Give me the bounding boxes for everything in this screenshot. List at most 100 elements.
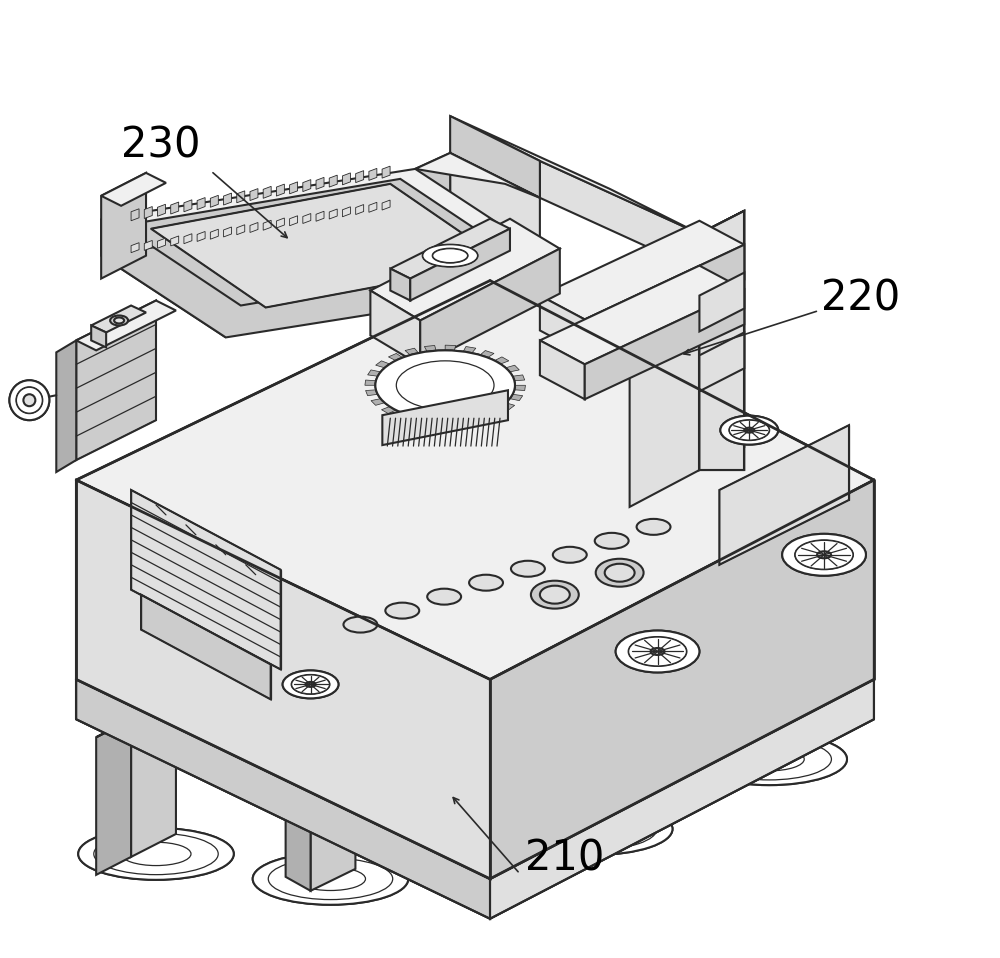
- Polygon shape: [630, 234, 699, 507]
- Ellipse shape: [396, 361, 494, 410]
- Polygon shape: [410, 229, 510, 301]
- Ellipse shape: [729, 421, 769, 440]
- Polygon shape: [151, 184, 505, 308]
- Polygon shape: [157, 239, 165, 248]
- Polygon shape: [316, 212, 324, 221]
- Ellipse shape: [78, 828, 234, 879]
- Polygon shape: [480, 351, 494, 357]
- Polygon shape: [390, 218, 510, 279]
- Polygon shape: [585, 244, 744, 354]
- Polygon shape: [514, 385, 525, 391]
- Polygon shape: [699, 273, 744, 331]
- Polygon shape: [369, 169, 377, 180]
- Polygon shape: [342, 172, 350, 185]
- Polygon shape: [550, 731, 595, 831]
- Ellipse shape: [343, 617, 377, 632]
- Polygon shape: [224, 194, 232, 205]
- Polygon shape: [382, 200, 390, 210]
- Polygon shape: [435, 420, 445, 425]
- Ellipse shape: [268, 858, 393, 900]
- Polygon shape: [121, 179, 520, 306]
- Ellipse shape: [295, 867, 365, 891]
- Polygon shape: [101, 218, 226, 337]
- Ellipse shape: [795, 540, 853, 569]
- Polygon shape: [76, 301, 176, 351]
- Text: 210: 210: [525, 838, 604, 879]
- Polygon shape: [197, 197, 205, 210]
- Ellipse shape: [121, 842, 191, 866]
- Polygon shape: [370, 218, 560, 321]
- Ellipse shape: [605, 563, 635, 582]
- Ellipse shape: [540, 585, 570, 604]
- Polygon shape: [76, 679, 490, 919]
- Polygon shape: [329, 209, 337, 219]
- Ellipse shape: [114, 317, 124, 324]
- Polygon shape: [490, 679, 874, 919]
- Ellipse shape: [734, 747, 804, 771]
- Polygon shape: [356, 171, 364, 183]
- Polygon shape: [144, 240, 152, 250]
- Ellipse shape: [817, 551, 831, 559]
- Polygon shape: [376, 361, 390, 368]
- Ellipse shape: [560, 817, 630, 841]
- Ellipse shape: [596, 559, 644, 586]
- Ellipse shape: [616, 630, 699, 673]
- Ellipse shape: [707, 739, 831, 780]
- Polygon shape: [694, 670, 724, 766]
- Ellipse shape: [720, 416, 778, 445]
- Polygon shape: [370, 290, 420, 365]
- Polygon shape: [329, 175, 337, 187]
- Polygon shape: [415, 153, 450, 266]
- Ellipse shape: [533, 809, 657, 850]
- Ellipse shape: [110, 315, 128, 326]
- Polygon shape: [184, 234, 192, 243]
- Polygon shape: [131, 209, 139, 220]
- Polygon shape: [381, 406, 396, 414]
- Polygon shape: [506, 365, 519, 372]
- Ellipse shape: [94, 833, 218, 875]
- Polygon shape: [540, 340, 585, 399]
- Ellipse shape: [517, 803, 672, 855]
- Polygon shape: [540, 161, 699, 270]
- Ellipse shape: [423, 244, 478, 266]
- Polygon shape: [250, 189, 258, 200]
- Polygon shape: [388, 354, 403, 360]
- Polygon shape: [101, 169, 540, 301]
- Polygon shape: [405, 348, 418, 355]
- Polygon shape: [96, 697, 176, 738]
- Polygon shape: [76, 301, 156, 460]
- Polygon shape: [224, 227, 232, 237]
- Ellipse shape: [560, 817, 630, 841]
- Polygon shape: [365, 380, 376, 385]
- Polygon shape: [450, 153, 540, 295]
- Text: 230: 230: [121, 125, 201, 167]
- Ellipse shape: [707, 739, 831, 780]
- Polygon shape: [144, 207, 152, 218]
- Polygon shape: [510, 395, 523, 400]
- Ellipse shape: [253, 853, 408, 904]
- Ellipse shape: [691, 733, 847, 786]
- Ellipse shape: [720, 416, 778, 445]
- Ellipse shape: [385, 603, 419, 619]
- Ellipse shape: [744, 427, 754, 433]
- Polygon shape: [101, 172, 166, 206]
- Polygon shape: [382, 166, 390, 178]
- Ellipse shape: [734, 747, 804, 771]
- Ellipse shape: [691, 733, 847, 786]
- Polygon shape: [488, 410, 502, 417]
- Ellipse shape: [253, 853, 408, 904]
- Ellipse shape: [433, 249, 468, 262]
- Polygon shape: [513, 375, 525, 380]
- Ellipse shape: [375, 351, 515, 421]
- Polygon shape: [197, 232, 205, 241]
- Ellipse shape: [16, 387, 42, 413]
- Polygon shape: [520, 741, 550, 831]
- Ellipse shape: [306, 682, 316, 687]
- Ellipse shape: [553, 547, 587, 562]
- Polygon shape: [96, 719, 131, 875]
- Polygon shape: [76, 679, 490, 919]
- Polygon shape: [501, 402, 515, 410]
- Ellipse shape: [782, 534, 866, 576]
- Ellipse shape: [433, 249, 468, 262]
- Polygon shape: [369, 202, 377, 213]
